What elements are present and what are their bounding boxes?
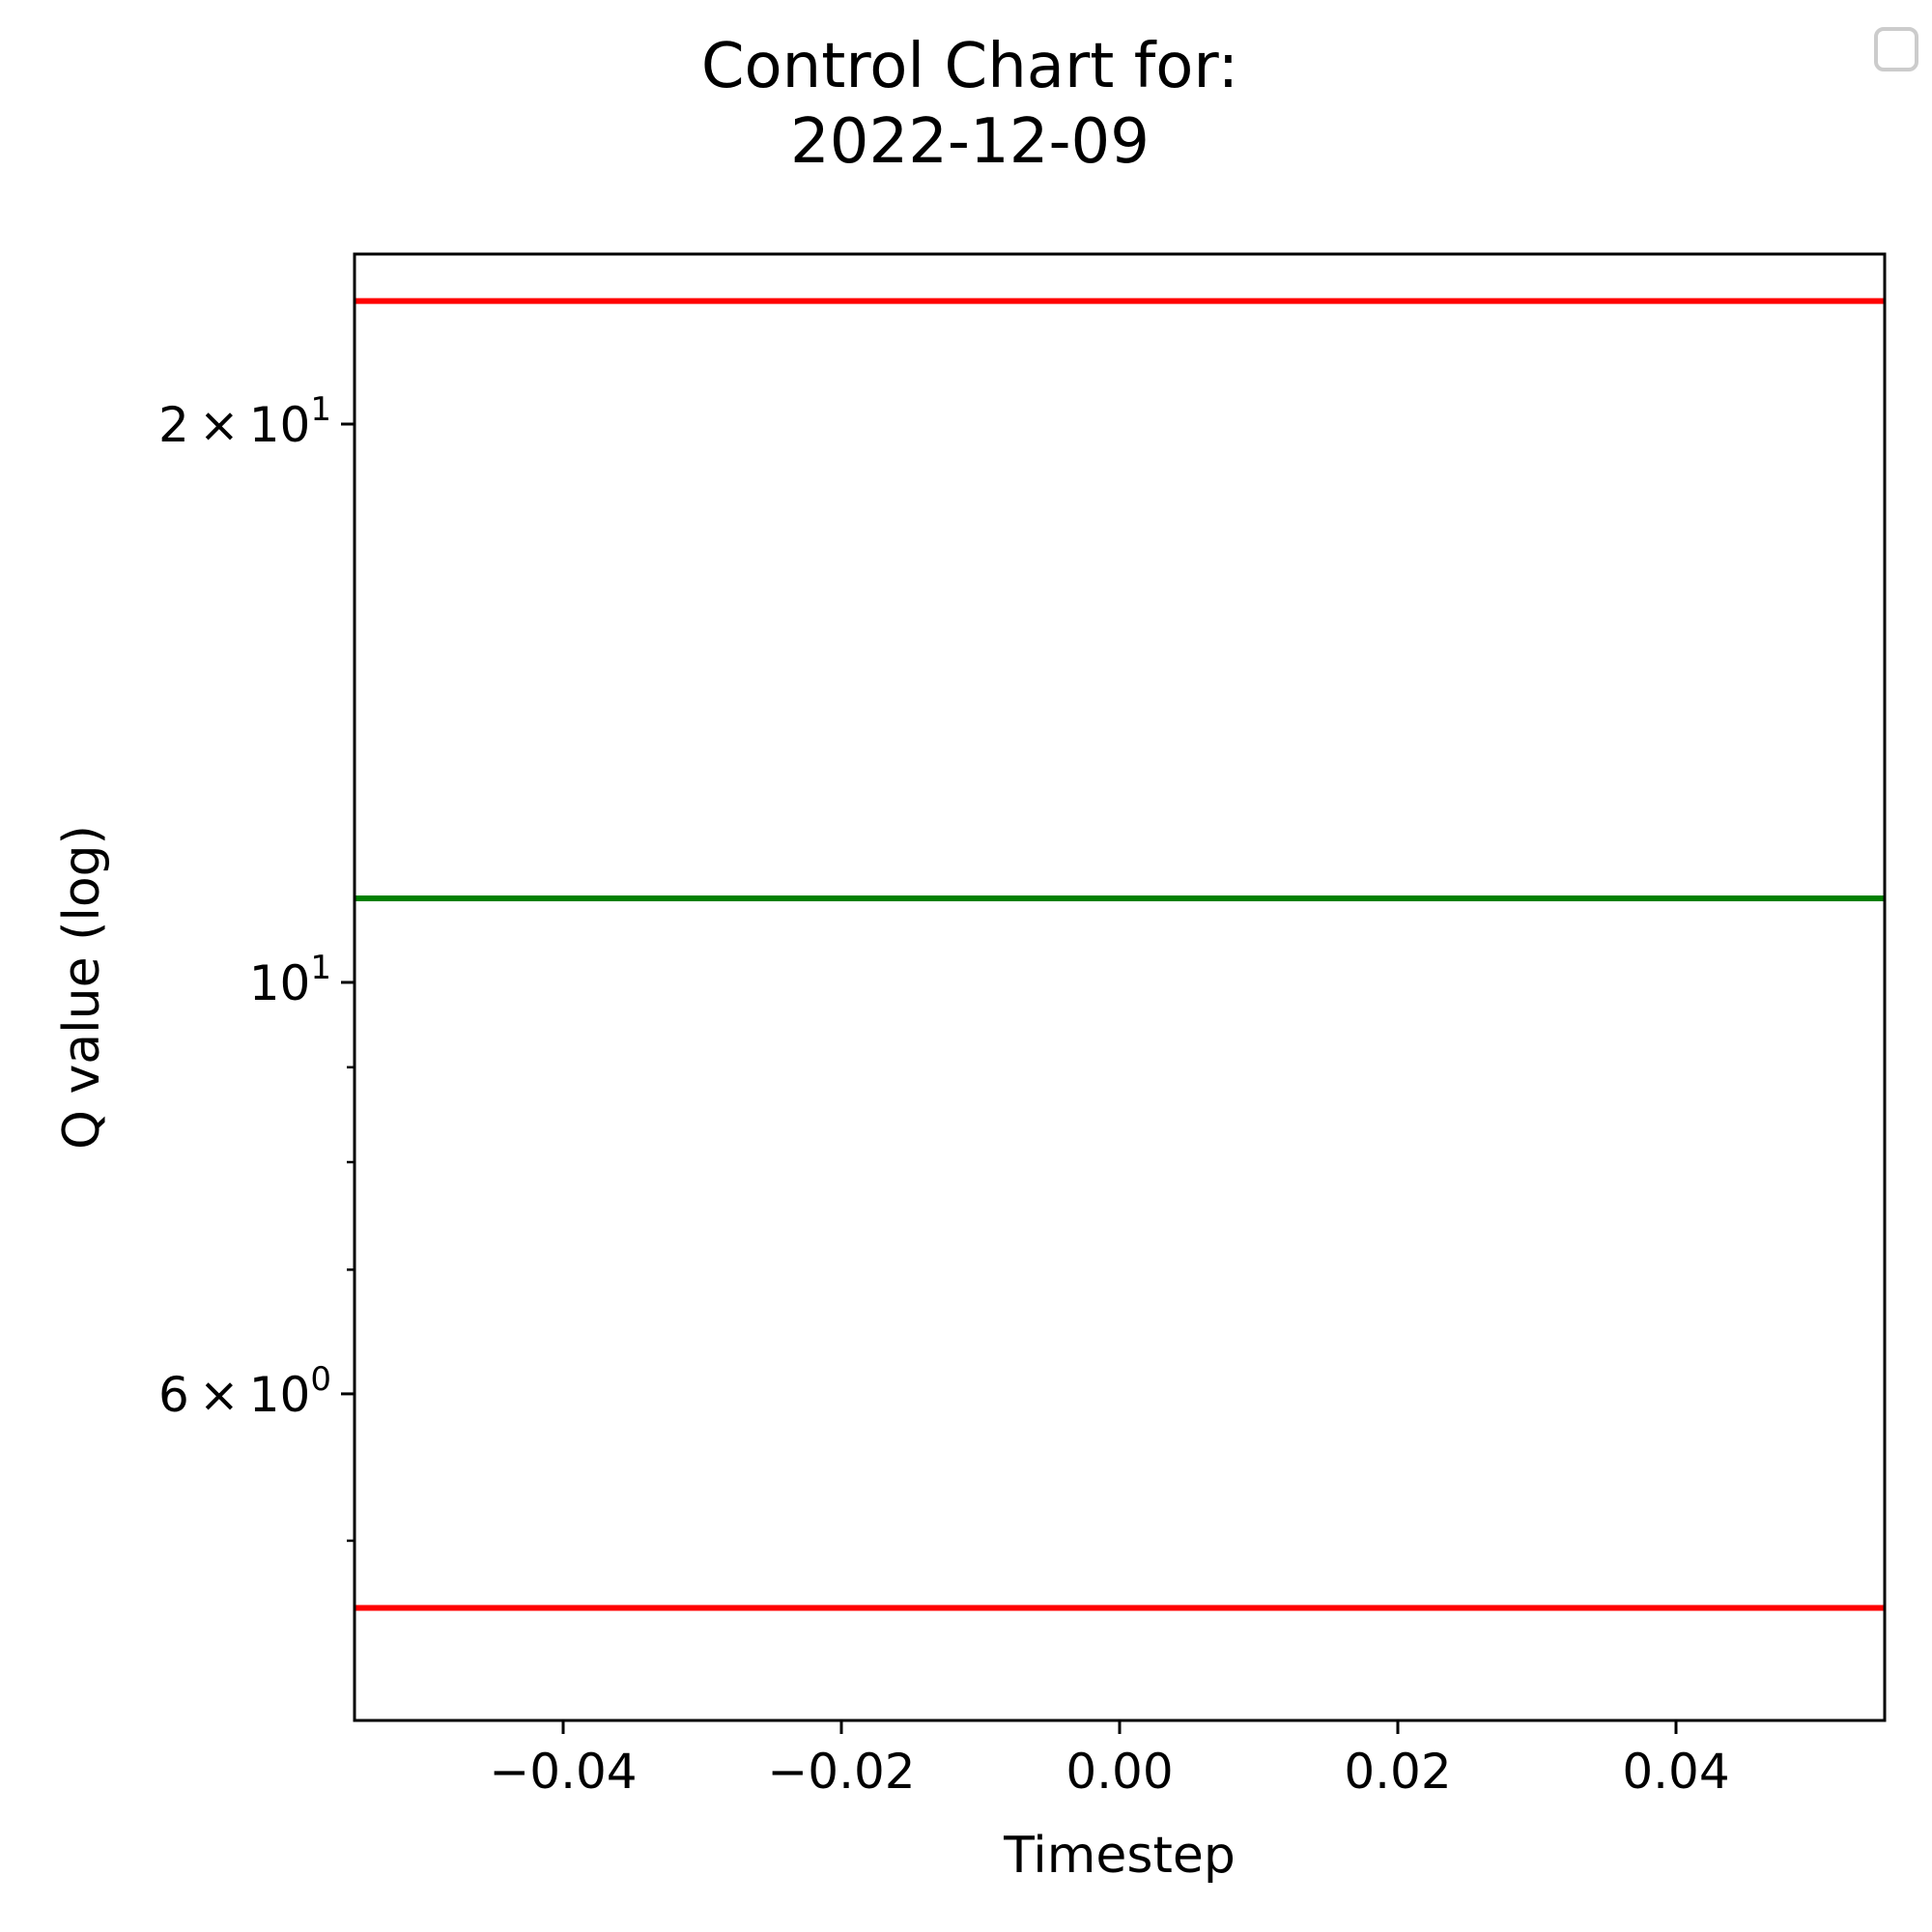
y-tick-label-base: 6 × 10	[158, 1367, 310, 1423]
x-axis-ticks: −0.04 −0.02 0.00 0.02 0.04	[489, 1720, 1730, 1800]
y-tick-label-exponent: 0	[310, 1360, 331, 1399]
y-tick-label-base: 10	[249, 955, 311, 1011]
y-tick-label: 2 × 101	[158, 390, 331, 453]
x-axis-label: Timestep	[1003, 1827, 1236, 1885]
legend-box	[1874, 27, 1918, 71]
y-tick-label: 6 × 100	[158, 1360, 331, 1423]
x-tick-label: 0.02	[1344, 1744, 1451, 1800]
x-tick-label: −0.04	[489, 1744, 637, 1800]
plot-frame	[353, 252, 1887, 1722]
y-tick-label-exponent: 1	[310, 390, 331, 429]
x-tick-label: −0.02	[767, 1744, 915, 1800]
y-axis-label: Q value (log)	[53, 825, 111, 1150]
chart-title-line-2: 2022-12-09	[790, 106, 1150, 178]
x-tick-label: 0.04	[1622, 1744, 1729, 1800]
chart-title-line-1: Control Chart for:	[701, 31, 1238, 102]
x-tick-label: 0.00	[1065, 1744, 1173, 1800]
y-tick-label-exponent: 1	[310, 949, 331, 987]
chart-title: Control Chart for: 2022-12-09	[701, 31, 1238, 178]
y-tick-label: 101	[249, 949, 331, 1011]
y-tick-label-base: 2 × 10	[158, 397, 310, 453]
control-lines	[355, 298, 1885, 1611]
